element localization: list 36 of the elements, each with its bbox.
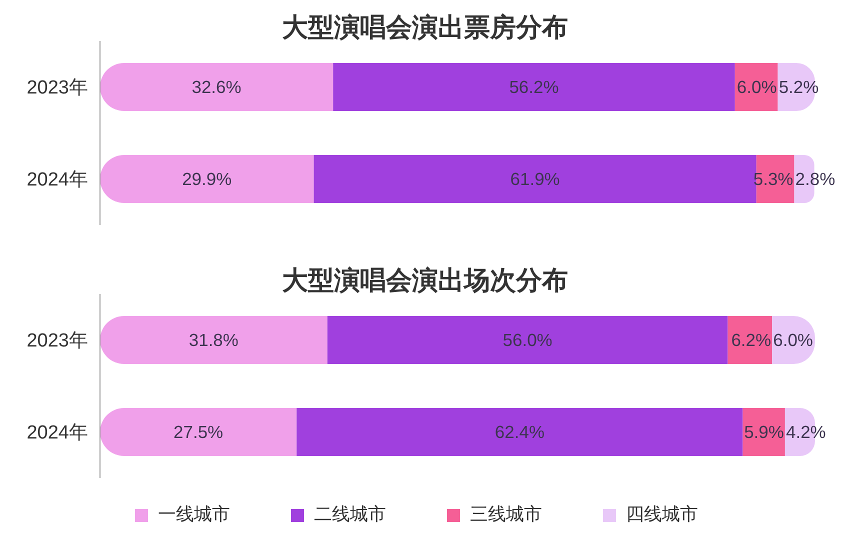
bar — [756, 155, 794, 203]
data-label: 5.9% — [744, 422, 784, 442]
data-label: 2.8% — [795, 169, 836, 189]
data-label: 31.8% — [188, 330, 238, 350]
y-tick-label: 2023年 — [26, 330, 88, 352]
y-tick-label: 2023年 — [26, 78, 88, 99]
data-label: 56.2% — [509, 77, 559, 97]
bar — [734, 63, 778, 111]
data-label: 6.2% — [731, 330, 772, 350]
bar — [100, 408, 297, 456]
data-label: 5.3% — [753, 169, 794, 189]
bar — [327, 316, 728, 364]
legend-label: 一线城市 — [158, 504, 230, 524]
data-label: 5.2% — [778, 77, 819, 97]
bar — [100, 316, 328, 364]
bar — [333, 63, 735, 111]
data-label: 32.6% — [192, 77, 242, 97]
legend-label: 二线城市 — [314, 504, 386, 524]
data-label: 6.0% — [773, 330, 813, 350]
data-label: 61.9% — [510, 169, 560, 189]
bar — [296, 408, 743, 456]
legend-label: 三线城市 — [470, 504, 542, 524]
bar — [100, 63, 334, 111]
data-label: 29.9% — [182, 169, 232, 189]
bar — [100, 155, 314, 203]
data-label: 62.4% — [494, 422, 545, 442]
legend-label: 四线城市 — [626, 504, 698, 524]
data-label: 4.2% — [786, 422, 826, 442]
chart-title: 大型演唱会演出票房分布 — [281, 11, 569, 44]
y-tick-label: 2024年 — [26, 170, 88, 191]
bar — [728, 316, 772, 364]
data-label: 27.5% — [174, 422, 224, 442]
y-tick-label: 2024年 — [26, 422, 88, 444]
data-label: 6.0% — [736, 77, 777, 97]
chart-title: 大型演唱会演出场次分布 — [281, 264, 569, 297]
data-label: 56.0% — [502, 330, 552, 350]
